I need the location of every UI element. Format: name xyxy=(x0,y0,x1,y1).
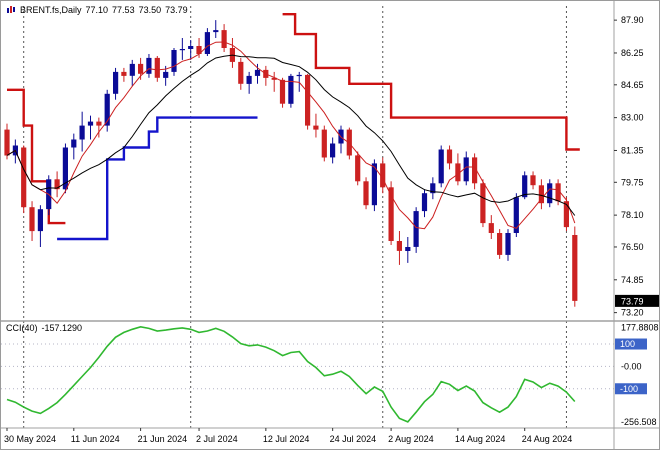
price-axis-label: 73.20 xyxy=(621,308,644,318)
cci-panel-plot[interactable] xyxy=(1,321,614,428)
candles-layer xyxy=(4,20,578,307)
price-axis-label: 76.50 xyxy=(621,242,644,252)
cci-axis-max-label: 177.8808 xyxy=(621,323,659,333)
price-axis-surface[interactable] xyxy=(614,1,659,428)
time-axis-label: 24 Jul 2024 xyxy=(330,434,377,444)
cci-axis-zero-label: -0.00 xyxy=(621,361,642,371)
cci-level-badge-label: -100 xyxy=(620,384,638,394)
time-axis-label: 2 Jul 2024 xyxy=(196,434,238,444)
time-axis-label: 30 May 2024 xyxy=(4,434,56,444)
ma-black-line xyxy=(6,54,576,216)
price-axis-label: 78.10 xyxy=(621,210,644,220)
resistance-step-line-2 xyxy=(282,12,580,151)
time-axis-label: 24 Aug 2024 xyxy=(522,434,573,444)
time-axis-label: 14 Aug 2024 xyxy=(455,434,506,444)
price-axis-label: 86.25 xyxy=(621,48,644,58)
price-axis-label: 84.65 xyxy=(621,80,644,90)
cci-line xyxy=(6,325,576,423)
time-axis-label: 2 Aug 2024 xyxy=(388,434,434,444)
price-axis-label: 87.90 xyxy=(621,15,644,25)
main-chart-plot[interactable] xyxy=(1,1,614,321)
current-price-badge-label: 73.79 xyxy=(621,296,644,306)
time-axis-label: 11 Jun 2024 xyxy=(71,434,120,444)
time-axis-label: 12 Jul 2024 xyxy=(263,434,310,444)
support-step-line-1 xyxy=(57,116,258,241)
time-axis-surface[interactable] xyxy=(1,428,659,449)
cci-level-badge xyxy=(615,338,647,350)
current-price-badge xyxy=(615,294,659,307)
price-axis-label: 83.00 xyxy=(621,113,644,123)
price-axis-label: 79.75 xyxy=(621,177,644,187)
cci-level-badge-label: 100 xyxy=(620,339,635,349)
cci-level-badge xyxy=(615,383,647,395)
price-axis-label: 81.35 xyxy=(621,145,644,155)
ma-red-line xyxy=(6,41,576,230)
price-axis-label: 74.85 xyxy=(621,275,644,285)
cci-axis-min-label: -256.508 xyxy=(621,417,657,427)
resistance-step-line-1 xyxy=(7,88,66,225)
time-axis-label: 21 Jun 2024 xyxy=(138,434,188,444)
